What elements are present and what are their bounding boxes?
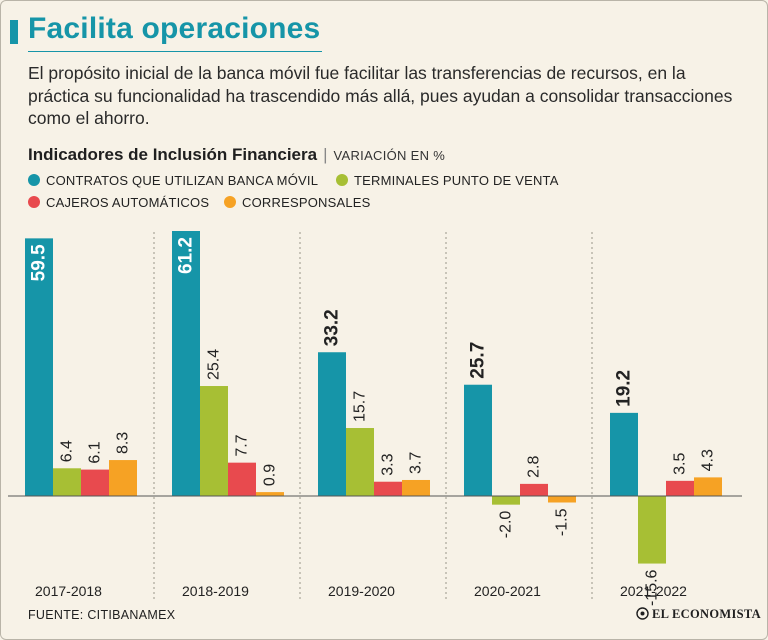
intro-paragraph: El propósito inicial de la banca móvil f… bbox=[28, 63, 733, 128]
category-label: 2019-2020 bbox=[328, 583, 395, 599]
bar-1-2018-2019 bbox=[172, 231, 200, 496]
legend-item-corresponsales: CORRESPONSALES bbox=[224, 195, 371, 210]
bar-2-2018-2019 bbox=[200, 386, 228, 496]
data-label: 15.7 bbox=[352, 391, 369, 422]
legend-dot-icon bbox=[336, 174, 348, 186]
category-label: 2020-2021 bbox=[474, 583, 541, 599]
category-label: 2017-2018 bbox=[35, 583, 102, 599]
legend-dot-icon bbox=[28, 174, 40, 186]
title-accent-bar bbox=[10, 20, 18, 44]
bar-2-2019-2020 bbox=[346, 428, 374, 496]
bar-1-2021-2022 bbox=[610, 412, 638, 496]
bar-4-2019-2020 bbox=[402, 479, 430, 496]
bar-2-2021-2022 bbox=[638, 496, 666, 564]
data-label: 61.2 bbox=[176, 237, 197, 274]
data-label: 0.9 bbox=[262, 464, 279, 486]
title-underline bbox=[28, 51, 322, 52]
bar-4-2021-2022 bbox=[694, 477, 722, 496]
category-label: 2018-2019 bbox=[182, 583, 249, 599]
bar-3-2019-2020 bbox=[374, 481, 402, 496]
legend-item-terminales: TERMINALES PUNTO DE VENTA bbox=[336, 173, 559, 188]
data-label: 25.7 bbox=[468, 342, 489, 379]
brand-logo: EL ECONOMISTA bbox=[636, 607, 761, 624]
subtitle-separator: | bbox=[323, 145, 328, 164]
category-label: 2021-2022 bbox=[620, 583, 687, 599]
bar-4-2018-2019 bbox=[256, 492, 284, 496]
chart-title: Indicadores de Inclusión Financiera bbox=[28, 145, 318, 164]
bar-4-2017-2018 bbox=[109, 460, 137, 496]
data-label: -15.6 bbox=[644, 569, 661, 606]
data-label: 2.8 bbox=[526, 456, 543, 478]
legend-dot-icon bbox=[28, 196, 40, 208]
chart-subtitle: Indicadores de Inclusión Financiera | VARI… bbox=[28, 145, 445, 165]
legend-item-cajeros: CAJEROS AUTOMÁTICOS bbox=[28, 195, 209, 210]
data-label: 3.3 bbox=[380, 453, 397, 475]
legend-label: CORRESPONSALES bbox=[242, 195, 371, 210]
data-label: -1.5 bbox=[554, 508, 571, 536]
chart-unit-label: VARIACIÓN EN % bbox=[333, 148, 446, 163]
data-label: 3.7 bbox=[408, 452, 425, 474]
legend-label: CONTRATOS QUE UTILIZAN BANCA MÓVIL bbox=[46, 173, 319, 188]
data-label: 4.3 bbox=[700, 449, 717, 471]
legend-label: TERMINALES PUNTO DE VENTA bbox=[354, 173, 559, 188]
bar-2-2017-2018 bbox=[53, 468, 81, 496]
source-note: FUENTE: CITIBANAMEX bbox=[28, 608, 176, 622]
data-label: 25.4 bbox=[206, 349, 223, 380]
bar-2-2020-2021 bbox=[492, 496, 520, 505]
bar-4-2020-2021 bbox=[548, 496, 576, 503]
legend-dot-icon bbox=[224, 196, 236, 208]
page-title: Facilita operaciones bbox=[28, 12, 321, 45]
data-label: 8.3 bbox=[115, 432, 132, 454]
brand-icon bbox=[636, 607, 649, 624]
bar-1-2017-2018 bbox=[25, 238, 53, 497]
bar-1-2020-2021 bbox=[464, 384, 492, 496]
bar-1-2019-2020 bbox=[318, 352, 346, 496]
data-label: 7.7 bbox=[234, 434, 251, 456]
bar-3-2018-2019 bbox=[228, 462, 256, 496]
bar-3-2020-2021 bbox=[520, 483, 548, 496]
bar-3-2017-2018 bbox=[81, 469, 109, 496]
legend-item-banca-movil: CONTRATOS QUE UTILIZAN BANCA MÓVIL bbox=[28, 173, 318, 188]
data-label: 6.1 bbox=[87, 441, 104, 463]
data-label: 6.4 bbox=[59, 440, 76, 462]
data-label: 59.5 bbox=[29, 244, 50, 281]
data-label: 33.2 bbox=[322, 309, 343, 346]
data-label: 19.2 bbox=[614, 370, 635, 407]
bar-3-2021-2022 bbox=[666, 480, 694, 496]
brand-name: EL ECONOMISTA bbox=[652, 607, 761, 621]
data-label: 3.5 bbox=[672, 453, 689, 475]
legend-label: CAJEROS AUTOMÁTICOS bbox=[46, 195, 210, 210]
data-label: -2.0 bbox=[498, 511, 515, 539]
